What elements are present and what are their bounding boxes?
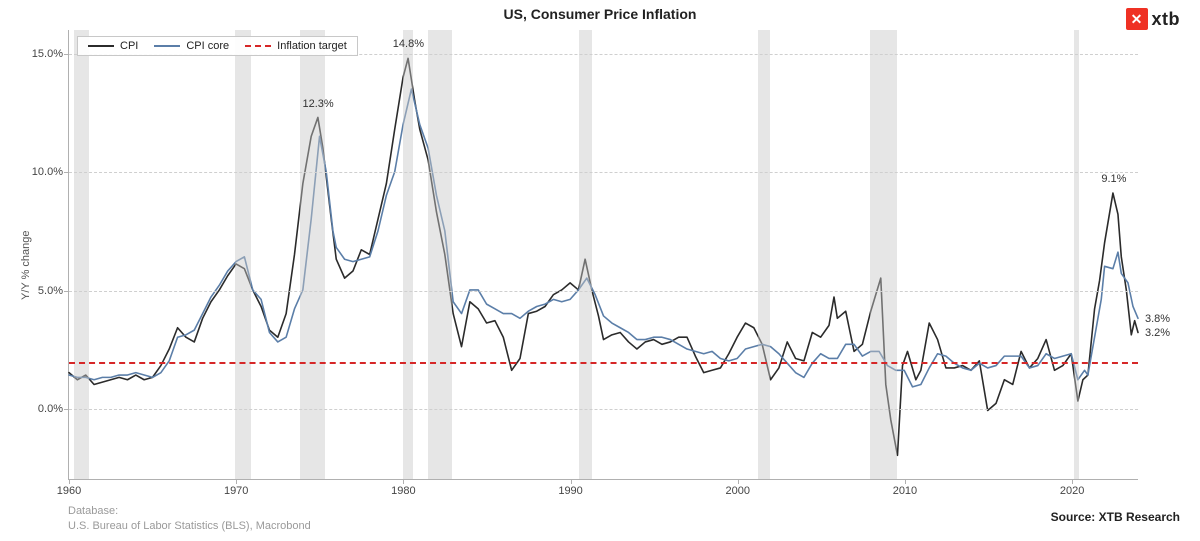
y-tick-label: 15.0%: [32, 48, 69, 60]
peak-annotation: 14.8%: [393, 38, 424, 50]
series-line: [69, 58, 1138, 455]
x-tick-label: 2020: [1060, 479, 1084, 497]
gridline-h: [69, 409, 1138, 410]
recession-band: [758, 30, 770, 479]
gridline-h: [69, 172, 1138, 173]
legend-swatch-icon: [245, 45, 271, 47]
chart-page: US, Consumer Price Inflation ✕ xtb 0.0%5…: [0, 0, 1200, 541]
y-tick-label: 0.0%: [38, 403, 69, 415]
footer-source: Source: XTB Research: [1051, 510, 1180, 524]
logo-mark-icon: ✕: [1126, 8, 1148, 30]
chart-title: US, Consumer Price Inflation: [0, 6, 1200, 22]
legend-label: Inflation target: [277, 40, 347, 52]
recession-band: [428, 30, 451, 479]
y-tick-label: 5.0%: [38, 285, 69, 297]
end-value-label: 3.8%: [1145, 313, 1170, 325]
footer-database-label: Database:: [68, 505, 118, 517]
recession-band: [403, 30, 413, 479]
footer-database-text: U.S. Bureau of Labor Statistics (BLS), M…: [68, 520, 311, 532]
legend-swatch-icon: [88, 45, 114, 47]
legend-item: Inflation target: [245, 40, 347, 52]
legend-item: CPI: [88, 40, 138, 52]
legend-swatch-icon: [154, 45, 180, 47]
brand-logo: ✕ xtb: [1126, 8, 1181, 30]
x-tick-label: 1970: [224, 479, 248, 497]
legend: CPI CPI core Inflation target: [77, 36, 358, 56]
recession-band: [74, 30, 89, 479]
gridline-h: [69, 291, 1138, 292]
x-tick-label: 2010: [893, 479, 917, 497]
recession-band: [235, 30, 252, 479]
x-tick-label: 1990: [558, 479, 582, 497]
line-series-svg: [69, 30, 1138, 479]
footer-database: Database: U.S. Bureau of Labor Statistic…: [68, 504, 311, 534]
x-tick-label: 2000: [726, 479, 750, 497]
legend-label: CPI core: [186, 40, 229, 52]
plot-area: 0.0%5.0%10.0%15.0%1960197019801990200020…: [68, 30, 1138, 480]
x-tick-label: 1960: [57, 479, 81, 497]
end-value-label: 3.2%: [1145, 327, 1170, 339]
recession-band: [579, 30, 592, 479]
recession-band: [1074, 30, 1079, 479]
series-line: [69, 89, 1138, 387]
inflation-target-line: [69, 362, 1138, 364]
y-tick-label: 10.0%: [32, 166, 69, 178]
peak-annotation: 9.1%: [1101, 173, 1126, 185]
y-axis-title: Y/Y % change: [20, 230, 32, 300]
legend-label: CPI: [120, 40, 138, 52]
peak-annotation: 12.3%: [303, 98, 334, 110]
logo-text: xtb: [1152, 9, 1181, 30]
x-tick-label: 1980: [391, 479, 415, 497]
recession-band: [870, 30, 897, 479]
legend-item: CPI core: [154, 40, 229, 52]
